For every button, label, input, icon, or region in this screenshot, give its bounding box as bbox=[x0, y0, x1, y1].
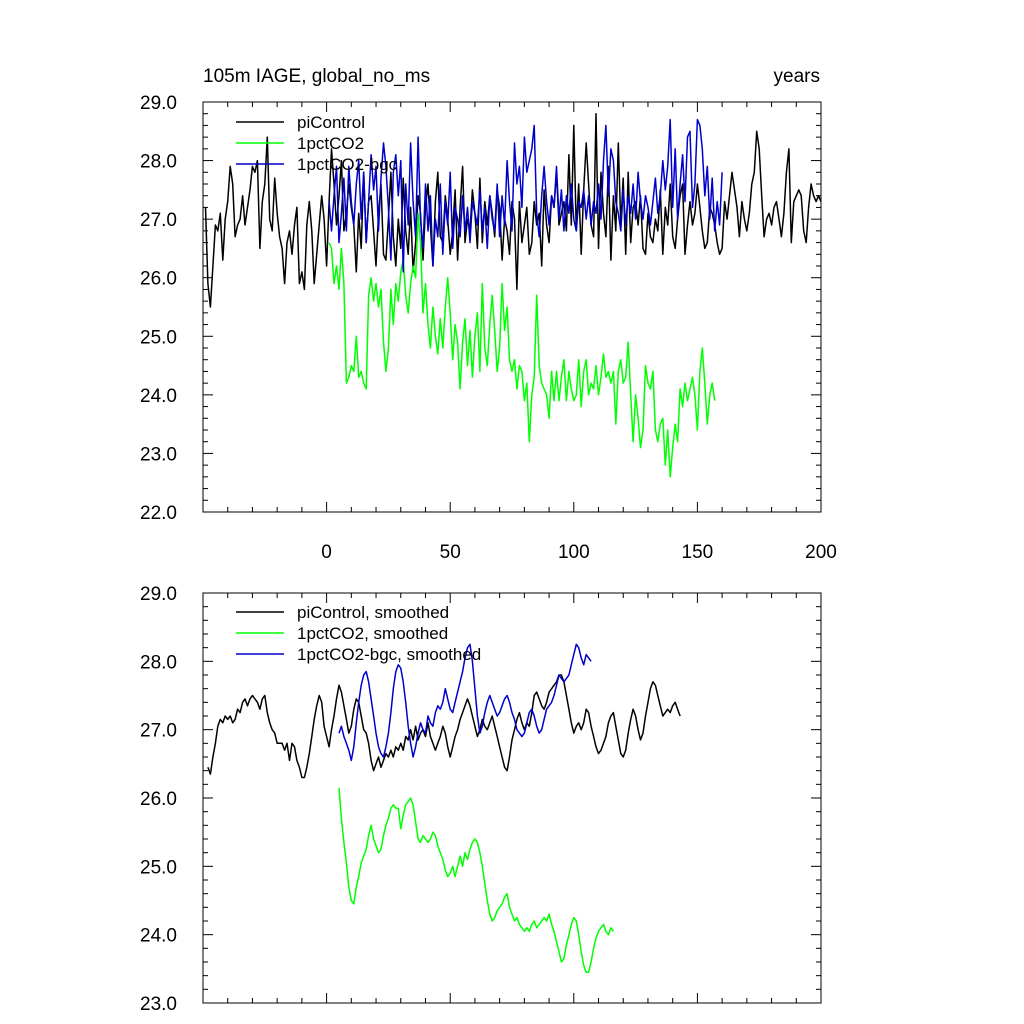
bottom-series-picontrol-smoothed bbox=[207, 674, 681, 779]
legend-label-1pctco2-bgc-smoothed: 1pctCO2-bgc, smoothed bbox=[297, 645, 481, 664]
bottom-ytick-label: 28.0 bbox=[140, 652, 177, 673]
top-xtick-label: 200 bbox=[805, 542, 837, 563]
legend-label-1pctco2: 1pctCO2 bbox=[297, 134, 364, 153]
top-xtick-label: 0 bbox=[321, 542, 332, 563]
top-panel-frame bbox=[202, 101, 822, 513]
top-xtick-label: 150 bbox=[682, 542, 714, 563]
top-series-1pctco2-bgc bbox=[328, 118, 723, 273]
top-xtick-label: 100 bbox=[558, 542, 590, 563]
legend-label-1pctco2-bgc: 1pctCO2-bgc bbox=[297, 155, 398, 174]
top-ytick-label: 26.0 bbox=[140, 269, 177, 290]
top-ytick-label: 29.0 bbox=[140, 93, 177, 114]
top-panel: 105m IAGE, global_no_ms years 22.0 23.0 24… bbox=[140, 66, 837, 563]
top-ytick-label: 24.0 bbox=[140, 386, 177, 407]
top-ytick-label: 28.0 bbox=[140, 152, 177, 173]
bottom-series-1pctco2-smoothed bbox=[338, 787, 615, 974]
bottom-ytick-label: 24.0 bbox=[140, 926, 177, 947]
top-ytick-label: 27.0 bbox=[140, 210, 177, 231]
top-xtick-label: 50 bbox=[440, 542, 461, 563]
bottom-ytick-label: 29.0 bbox=[140, 584, 177, 605]
bottom-legend: piControl, smoothed 1pctCO2, smoothed 1p… bbox=[236, 603, 481, 664]
top-legend: piControl 1pctCO2 1pctCO2-bgc bbox=[236, 113, 398, 174]
top-series-1pctco2 bbox=[328, 212, 716, 478]
bottom-ytick-label: 27.0 bbox=[140, 721, 177, 742]
bottom-ytick-label: 25.0 bbox=[140, 857, 177, 878]
bottom-panel-series bbox=[207, 643, 681, 974]
top-panel-axes: 22.0 23.0 24.0 25.0 26.0 27.0 28.0 29.0 0 50 100 15… bbox=[140, 93, 837, 563]
bottom-series-1pctco2-bgc-smoothed bbox=[338, 643, 592, 762]
top-panel-right-title: years bbox=[774, 66, 820, 87]
bottom-panel: 23.0 24.0 25.0 26.0 27.0 28.0 29.0 piControl, … bbox=[140, 584, 822, 1015]
legend-label-picontrol: piControl bbox=[297, 113, 365, 132]
top-ytick-label: 25.0 bbox=[140, 327, 177, 348]
top-panel-title: 105m IAGE, global_no_ms bbox=[203, 66, 430, 87]
top-ytick-label: 23.0 bbox=[140, 444, 177, 465]
legend-label-1pctco2-smoothed: 1pctCO2, smoothed bbox=[297, 624, 448, 643]
bottom-ytick-label: 23.0 bbox=[140, 994, 177, 1015]
top-ytick-label: 22.0 bbox=[140, 503, 177, 524]
bottom-panel-frame bbox=[202, 592, 822, 1004]
bottom-ytick-label: 26.0 bbox=[140, 789, 177, 810]
legend-label-picontrol-smoothed: piControl, smoothed bbox=[297, 603, 449, 622]
top-panel-series bbox=[204, 112, 822, 478]
